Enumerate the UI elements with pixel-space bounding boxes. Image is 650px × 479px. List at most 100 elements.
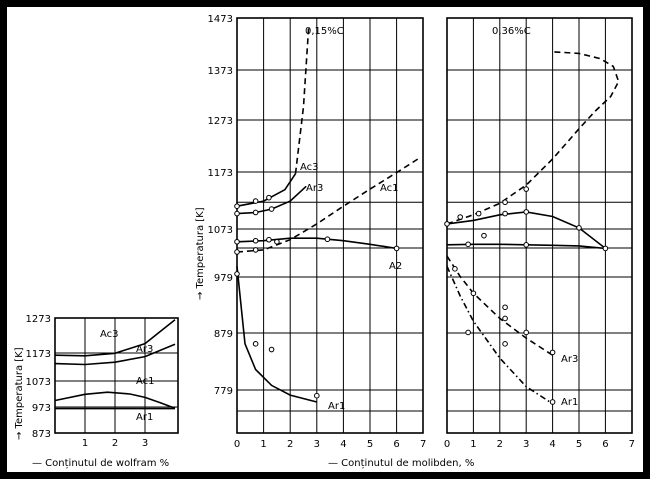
p1-label-ac1: Ac1: [136, 376, 155, 387]
p2-data-point: [324, 236, 331, 243]
p3-data-point: [502, 304, 508, 311]
p2-data-point: [234, 203, 240, 209]
p2-label-ar3: Ar3: [306, 183, 323, 194]
p2-plot-border: [236, 17, 424, 434]
p2-x-tick-label: 0: [234, 439, 240, 450]
p2-data-point: [268, 346, 275, 353]
p2-data-point: [266, 236, 272, 243]
p1-label-ar1: Ar1: [136, 412, 153, 423]
p2-x-tick-label: 4: [340, 439, 346, 450]
p3-x-tick-label: 3: [523, 439, 529, 450]
p2-y-tick-label: 1173: [208, 168, 233, 179]
p2-y-tick-label: 779: [214, 386, 233, 397]
p1-y-tick-label: 973: [32, 403, 51, 414]
p3-data-point: [502, 210, 508, 217]
p3-x-tick-label: 0: [444, 439, 450, 450]
p3-data-point: [549, 349, 556, 356]
p2-data-point: [234, 238, 240, 245]
p2-data-point: [274, 238, 280, 245]
p3-data-point: [602, 245, 609, 252]
p2-y-tick-label: 1373: [208, 66, 233, 77]
p3-plot-border: [446, 17, 633, 434]
p1-curve-ac3: [54, 319, 176, 357]
p2-x-tick-label: 2: [287, 439, 293, 450]
p2-data-point: [234, 210, 240, 217]
p1-label-ar3: Ar3: [136, 344, 153, 355]
p3-data-point: [523, 209, 530, 215]
p3-data-point: [549, 399, 556, 405]
p2-curve-ar1: [236, 266, 318, 403]
p1-x-axis-label: — Conținutul de wolfram %: [32, 458, 169, 469]
p1-curve-ar3: [54, 343, 176, 366]
p2-y-axis-label: → Temperatura [K]: [195, 207, 206, 300]
p1-plot-border: [54, 317, 179, 434]
p1-y-axis-label: → Temperatura [K]: [14, 347, 25, 440]
p2-y-tick-label: 979: [214, 273, 233, 284]
p3-x-tick-label: 6: [602, 439, 608, 450]
mo-x-axis-label: — Conținutul de molibden, %: [328, 458, 474, 469]
p3-x-tick-label: 2: [497, 439, 503, 450]
p2-data-point: [266, 194, 272, 201]
p2-y-tick-label: 879: [214, 329, 233, 340]
p1-x-tick-label: 2: [112, 438, 118, 449]
p1-curve-ac1: [54, 391, 176, 410]
p2-label-ac3: Ac3: [300, 162, 319, 173]
p2-curve-ac3-dashed: [294, 24, 310, 174]
p2-curve-a2: [236, 237, 397, 250]
p2-y-tick-label: 1473: [208, 14, 233, 25]
p2-data-point: [252, 198, 259, 204]
p3-data-point: [457, 214, 464, 220]
p3-data-point: [502, 315, 508, 322]
p3-data-point: [502, 199, 508, 206]
p3-data-point: [465, 241, 471, 248]
p3-label-ar3: Ar3: [561, 354, 578, 365]
p2-data-point: [234, 249, 240, 255]
p2-data-point: [252, 247, 259, 253]
p2-data-point: [252, 237, 259, 244]
p2-curve-ac3-solid: [236, 173, 297, 207]
p3-data-point: [523, 186, 530, 192]
p1-y-tick-label: 1073: [26, 377, 51, 388]
p3-curve-ar1: [446, 265, 554, 405]
p3-x-tick-label: 1: [470, 439, 476, 450]
p2-curve-ac1: [236, 158, 419, 253]
p3-data-point: [475, 210, 482, 217]
p1-y-tick-label: 1273: [26, 314, 51, 325]
p3-curve-ac3: [446, 51, 620, 225]
p3-curve-ar3: [446, 255, 554, 356]
p1-x-tick-label: 1: [82, 438, 88, 449]
p3-data-point: [452, 266, 458, 272]
p2-x-tick-label: 7: [420, 439, 426, 450]
p2-x-tick-label: 5: [367, 439, 373, 450]
p3-data-point: [502, 341, 508, 347]
p2-data-point: [252, 209, 259, 216]
p3-data-point: [481, 232, 487, 239]
p2-data-point: [393, 245, 400, 252]
p2-data-point: [268, 206, 275, 212]
p3-data-point: [523, 329, 530, 336]
p2-title: 0,15%C: [305, 26, 344, 37]
p2-label-ac1: Ac1: [380, 183, 399, 194]
p3-x-tick-label: 5: [576, 439, 582, 450]
p3-label-ar1: Ar1: [561, 397, 578, 408]
p3-data-point: [576, 225, 582, 231]
p1-y-tick-label: 1173: [26, 349, 51, 360]
p2-x-tick-label: 1: [260, 439, 266, 450]
p3-title: 0,36%C: [492, 26, 531, 37]
p1-x-tick-label: 3: [142, 438, 148, 449]
p2-x-tick-label: 6: [393, 439, 399, 450]
p3-x-tick-label: 4: [549, 439, 555, 450]
p3-data-point: [465, 329, 471, 336]
p2-label-a2: A2: [389, 261, 402, 272]
p2-y-tick-label: 1273: [208, 116, 233, 127]
p2-data-point: [234, 271, 240, 277]
p2-data-point: [252, 341, 259, 347]
p3-data-point: [470, 290, 477, 297]
p2-data-point: [314, 392, 320, 399]
p1-y-tick-label: 873: [32, 429, 51, 440]
p3-x-tick-label: 7: [629, 439, 635, 450]
p2-y-tick-label: 1073: [208, 225, 233, 236]
p2-x-tick-label: 3: [314, 439, 320, 450]
p1-label-ac3: Ac3: [100, 329, 119, 340]
